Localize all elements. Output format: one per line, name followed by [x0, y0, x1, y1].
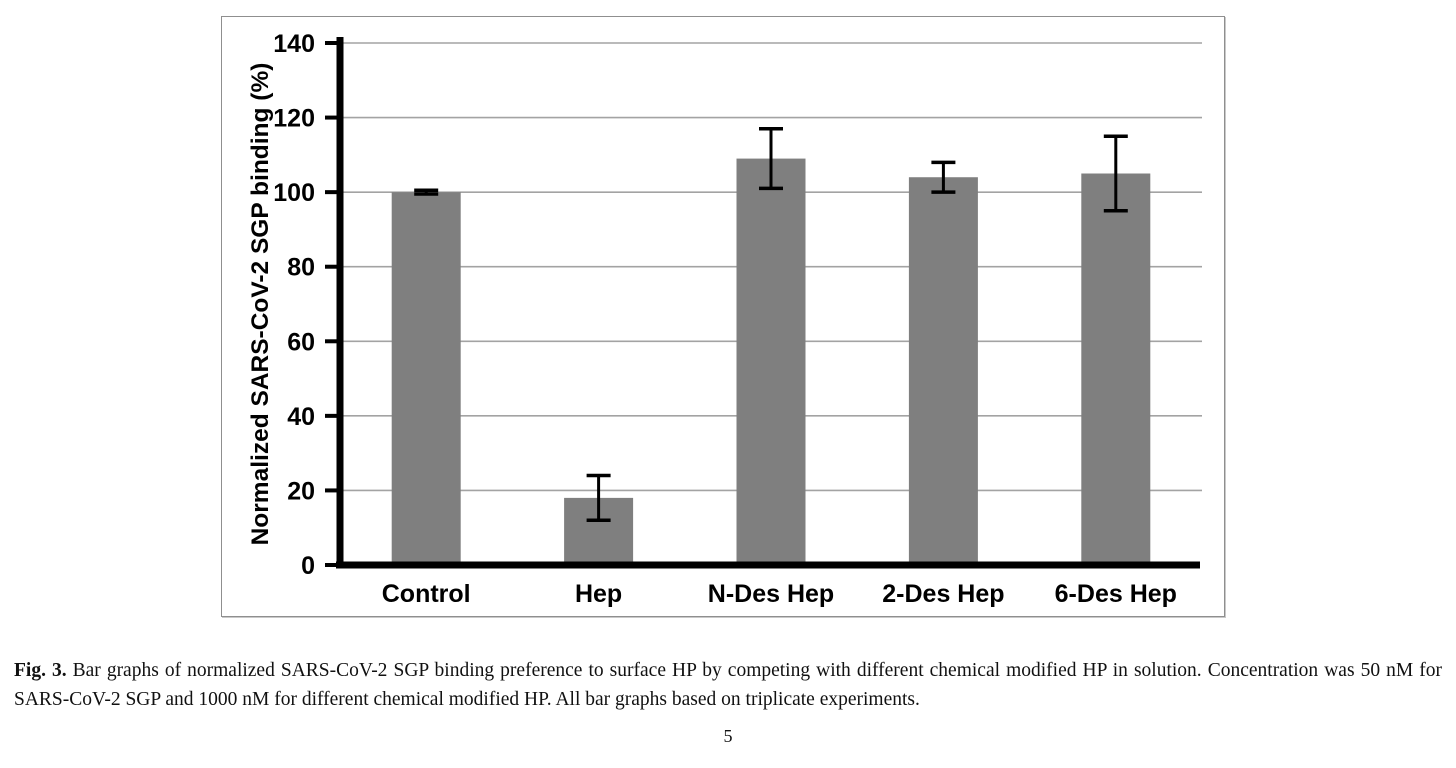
y-tick-label: 60	[287, 328, 315, 356]
y-axis-title: Normalized SARS-CoV-2 SGP binding (%)	[247, 63, 274, 546]
y-tick-labels: 0 20 40 60 80 100 120 140	[273, 30, 315, 580]
y-tick-label: 80	[287, 254, 315, 282]
bar	[736, 158, 806, 566]
x-category-label: 6-Des Hep	[1055, 580, 1177, 608]
axes	[325, 37, 1200, 569]
y-tick-label: 20	[287, 477, 315, 505]
figure-panel: 0 20 40 60 80 100 120 140 Control Hep N-Des Hep 2-D…	[221, 16, 1225, 617]
y-tick-label: 140	[273, 30, 315, 58]
x-category-label: N-Des Hep	[708, 580, 834, 608]
bar	[1081, 173, 1151, 565]
page-number: 5	[723, 726, 733, 746]
y-tick-label: 0	[301, 552, 315, 580]
x-category-label: 2-Des Hep	[882, 580, 1004, 608]
y-axis-title-text: Normalized SARS-CoV-2 SGP binding (%)	[247, 63, 274, 546]
x-category-label: Control	[382, 580, 471, 608]
y-tick-label: 40	[287, 403, 315, 431]
x-category-label: Hep	[575, 580, 622, 608]
y-tick-label: 100	[273, 179, 315, 207]
figure-label: Fig. 3.	[14, 659, 67, 681]
x-category-labels: Control Hep N-Des Hep 2-Des Hep 6-Des Hep	[382, 580, 1177, 608]
bar	[391, 192, 461, 565]
bar-chart: 0 20 40 60 80 100 120 140 Control Hep N-Des Hep 2-D…	[247, 30, 1202, 608]
y-tick-label: 120	[273, 105, 315, 133]
figure-caption-text: Bar graphs of normalized SARS-CoV-2 SGP …	[14, 659, 1442, 710]
figure-caption: Fig. 3. Bar graphs of normalized SARS-CoV…	[14, 656, 1442, 714]
error-bars	[414, 127, 1128, 523]
bar	[908, 177, 978, 565]
bars	[391, 158, 1151, 566]
